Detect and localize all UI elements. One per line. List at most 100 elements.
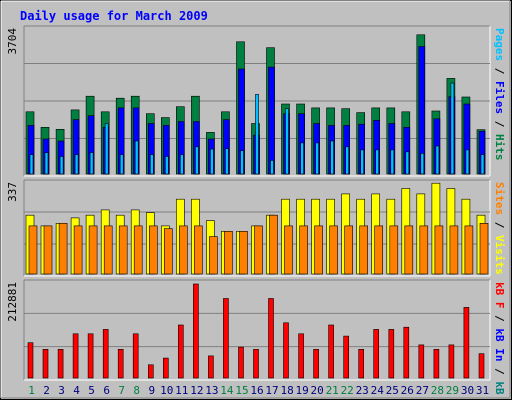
- bar-pages-day-21: [330, 140, 334, 175]
- panel-visits-sites: 337 Sites / Visits: [6, 179, 506, 277]
- bar-kb-f-day-14: [223, 298, 229, 379]
- bar-pages-day-1: [29, 154, 34, 175]
- bar-kb-f-day-21: [328, 324, 334, 379]
- bar-sites-day-25: [389, 225, 399, 275]
- panel-hits-files-pages-axis-label-part: /: [493, 61, 506, 81]
- day-label-12: 12: [190, 384, 203, 397]
- day-label-2: 2: [43, 384, 50, 397]
- day-label-10: 10: [160, 384, 173, 397]
- panel-visits-sites-ymax-label: 337: [6, 182, 19, 202]
- panel-visits-sites-axis-label: Sites / Visits: [493, 182, 506, 275]
- bar-pages-day-3: [59, 156, 64, 175]
- bar-kb-f-day-11: [178, 324, 184, 379]
- bar-sites-day-14: [224, 231, 233, 275]
- bar-kb-f-day-26: [403, 326, 410, 379]
- bar-sites-day-9: [149, 225, 158, 275]
- panel-kb-axis-label-part: kB F: [493, 282, 506, 309]
- bar-pages-day-7: [119, 154, 124, 175]
- bar-pages-day-6: [104, 123, 109, 175]
- panel-hits-files-pages-axis-label: Pages / Files / Hits: [493, 28, 506, 161]
- bar-kb-f-day-25: [388, 329, 395, 379]
- bar-kb-f-day-20: [313, 348, 319, 379]
- panel-kb-axis-label-part: kB In: [493, 328, 506, 361]
- bar-pages-day-10: [165, 156, 169, 175]
- day-label-15: 15: [235, 384, 248, 397]
- bar-sites-day-1: [28, 225, 38, 275]
- chart-title: Daily usage for March 2009: [20, 9, 208, 23]
- bar-pages-day-5: [89, 152, 94, 175]
- panel-hits-files-pages-axis-label-part: /: [493, 114, 506, 134]
- day-label-6: 6: [103, 384, 110, 397]
- bar-sites-day-20: [314, 225, 323, 275]
- day-label-29: 29: [446, 384, 459, 397]
- bar-files-day-17: [268, 66, 275, 175]
- bar-sites-day-6: [103, 225, 113, 275]
- panels: 3704 Pages / Files / Hits 337 Sites / Visit…: [6, 25, 506, 405]
- bar-sites-day-21: [329, 225, 338, 275]
- day-label-9: 9: [148, 384, 155, 397]
- panel-kb-axis-label-part: /: [493, 309, 506, 329]
- day-label-5: 5: [88, 384, 95, 397]
- bar-kb-f-day-5: [87, 333, 94, 379]
- day-label-27: 27: [416, 384, 429, 397]
- bar-pages-day-30: [465, 149, 470, 175]
- day-label-22: 22: [341, 384, 354, 397]
- bar-pages-day-22: [345, 146, 350, 175]
- bar-kb-f-day-15: [238, 346, 244, 379]
- day-label-24: 24: [371, 384, 385, 397]
- day-labels: 1 2 3 4 5 6 7 8 9 10 11 12 13 14 15 16 17 18 19 20 21 22 23 24 2…: [28, 384, 489, 397]
- bar-kb-f-day-29: [448, 344, 455, 379]
- panel-kb-axis-label-part: kB Out: [493, 381, 506, 400]
- bar-pages-day-15: [240, 150, 244, 175]
- day-label-31: 31: [476, 384, 489, 397]
- day-label-21: 21: [326, 384, 339, 397]
- bar-sites-day-12: [194, 225, 203, 275]
- bar-sites-day-22: [344, 225, 354, 275]
- bar-kb-f-day-9: [148, 364, 154, 379]
- bar-sites-day-24: [374, 225, 384, 275]
- bar-pages-day-31: [480, 154, 485, 175]
- bar-kb-f-day-31: [478, 353, 485, 379]
- day-label-30: 30: [461, 384, 474, 397]
- bar-pages-day-9: [150, 154, 154, 175]
- bar-kb-f-day-7: [117, 348, 124, 379]
- day-label-20: 20: [310, 384, 323, 397]
- bar-sites-day-13: [209, 236, 218, 275]
- bar-kb-f-day-3: [57, 348, 64, 379]
- panel-visits-sites-axis-label-part: Visits: [493, 235, 506, 275]
- panel-hits-files-pages-axis-label-part: Pages: [493, 28, 506, 61]
- bar-sites-day-3: [58, 223, 68, 275]
- day-label-19: 19: [295, 384, 308, 397]
- day-label-8: 8: [133, 384, 140, 397]
- day-label-3: 3: [58, 384, 65, 397]
- panel-hits-files-pages: 3704 Pages / Files / Hits: [6, 25, 506, 177]
- bar-kb-f-day-13: [208, 355, 214, 379]
- bar-sites-day-27: [419, 225, 429, 275]
- bar-pages-day-24: [375, 149, 380, 175]
- panel-kb-axis-label: kB F / kB In / kB Out: [493, 282, 506, 400]
- bar-pages-day-2: [44, 152, 49, 175]
- day-label-26: 26: [401, 384, 414, 397]
- panel-kb-ymax-label: 212881: [6, 282, 19, 322]
- bar-kb-f-day-2: [42, 348, 49, 379]
- bar-pages-day-23: [360, 149, 365, 175]
- bar-kb-f-day-28: [433, 348, 440, 379]
- bar-pages-day-17: [270, 160, 274, 175]
- bar-sites-day-16: [254, 225, 263, 275]
- bar-pages-day-28: [435, 145, 440, 175]
- bar-kb-f-day-16: [253, 348, 259, 379]
- bar-pages-day-19: [300, 142, 304, 175]
- bar-pages-day-16: [255, 94, 259, 175]
- bar-kb-f-day-8: [132, 333, 139, 379]
- bar-kb-f-day-12: [193, 283, 199, 379]
- bar-sites-day-31: [479, 223, 489, 275]
- bar-pages-day-20: [315, 142, 319, 175]
- day-label-23: 23: [356, 384, 369, 397]
- day-label-14: 14: [220, 384, 234, 397]
- bar-kb-f-day-4: [72, 333, 79, 379]
- bar-kb-f-day-19: [298, 333, 304, 379]
- day-label-4: 4: [73, 384, 80, 397]
- bar-kb-f-day-10: [163, 357, 169, 379]
